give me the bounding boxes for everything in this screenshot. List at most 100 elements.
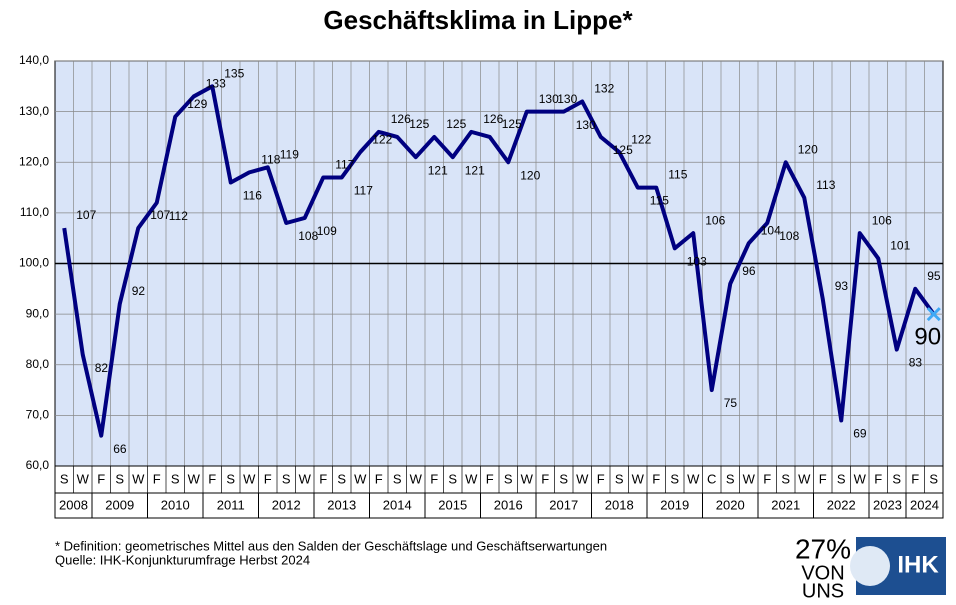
x-tick-label: S	[226, 471, 235, 486]
x-group-label: 2013	[327, 497, 356, 512]
x-tick-label: S	[282, 471, 291, 486]
value-label: 104	[761, 223, 781, 237]
x-tick-label: F	[541, 471, 549, 486]
x-tick-label: F	[652, 471, 660, 486]
value-label: 108	[779, 229, 799, 243]
logo-text: UNS	[802, 580, 844, 602]
x-tick-label: W	[854, 471, 867, 486]
footnote: * Definition: geometrisches Mittel aus d…	[55, 538, 607, 553]
x-tick-label: S	[837, 471, 846, 486]
value-label: 75	[724, 396, 738, 410]
chart-title: Geschäftsklima in Lippe*	[323, 5, 633, 35]
x-group-label: 2019	[660, 497, 689, 512]
x-group-label: 2020	[716, 497, 745, 512]
x-tick-label: F	[375, 471, 383, 486]
value-label: 122	[631, 132, 651, 146]
y-tick-label: 130,0	[19, 104, 49, 118]
y-tick-label: 70,0	[26, 408, 50, 422]
x-tick-label: S	[448, 471, 457, 486]
line	[62, 84, 936, 438]
x-group-label: 2016	[494, 497, 523, 512]
x-tick-label: S	[115, 471, 124, 486]
x-group-label: 2008	[59, 497, 88, 512]
value-label: 129	[187, 97, 207, 111]
value-label: 125	[502, 117, 522, 131]
x-tick-label: S	[726, 471, 735, 486]
value-label: 115	[668, 168, 687, 182]
x-tick-label: W	[465, 471, 478, 486]
value-label: 66	[113, 442, 127, 456]
value-label: 125	[613, 143, 633, 157]
value-label: 119	[280, 147, 299, 161]
x-tick-label: F	[597, 471, 605, 486]
x-tick-label: S	[559, 471, 568, 486]
x-tick-label: W	[132, 471, 145, 486]
x-tick-label: W	[576, 471, 589, 486]
x-tick-label: S	[670, 471, 679, 486]
logo: 27% VON UNS IHK	[795, 533, 946, 602]
x-tick-label: W	[798, 471, 811, 486]
value-label: 112	[169, 209, 188, 223]
y-tick-label: 90,0	[26, 306, 50, 320]
y-tick-label: 60,0	[26, 458, 50, 472]
x-tick-label: S	[504, 471, 513, 486]
x-group-label: 2018	[605, 497, 634, 512]
value-label: 117	[354, 184, 373, 198]
value-label: 83	[909, 356, 923, 370]
x-tick-label: C	[707, 471, 716, 486]
value-label: 125	[409, 117, 429, 131]
logo-text: VON	[801, 562, 844, 584]
logo-emblem	[850, 546, 890, 586]
x-tick-label: F	[208, 471, 216, 486]
x-tick-label: F	[819, 471, 827, 486]
x-tick-label: S	[337, 471, 346, 486]
value-label: 107	[150, 208, 170, 222]
source: Quelle: IHK-Konjunkturumfrage Herbst 202…	[55, 552, 310, 567]
value-label: 82	[95, 361, 109, 375]
x-tick-label: S	[60, 471, 69, 486]
value-label: 90	[914, 323, 941, 350]
x-tick-label: W	[77, 471, 90, 486]
x-tick-label: S	[929, 471, 938, 486]
value-label: 132	[594, 82, 614, 96]
value-label: 93	[835, 279, 849, 293]
x-tick-label: W	[354, 471, 367, 486]
value-label: 92	[132, 284, 146, 298]
value-label: 108	[298, 229, 318, 243]
x-tick-label: W	[687, 471, 700, 486]
x-group-label: 2010	[161, 497, 190, 512]
x-tick-label: W	[243, 471, 256, 486]
value-label: 120	[798, 142, 818, 156]
value-label: 130	[576, 118, 596, 132]
x-tick-label: F	[430, 471, 438, 486]
x-tick-label: F	[153, 471, 161, 486]
x-tick-label: F	[486, 471, 494, 486]
x-tick-label: F	[264, 471, 272, 486]
y-tick-label: 110,0	[20, 205, 49, 219]
x-tick-label: S	[615, 471, 624, 486]
value-label: 109	[317, 224, 337, 238]
value-label: 118	[261, 153, 280, 167]
x-group-label: 2022	[827, 497, 856, 512]
value-label: 96	[742, 264, 756, 278]
x-tick-label: W	[743, 471, 756, 486]
value-label: 106	[872, 213, 892, 227]
value-label: 125	[446, 117, 466, 131]
logo-brand: IHK	[897, 551, 939, 578]
value-label: 130	[557, 92, 577, 106]
x-group-label: 2015	[438, 497, 467, 512]
logo-percent: 27%	[795, 533, 851, 564]
y-tick-label: 140,0	[19, 53, 49, 67]
x-group-label: 2024	[910, 497, 939, 512]
x-tick-label: W	[521, 471, 534, 486]
x-group-label: 2014	[383, 497, 412, 512]
value-label: 135	[224, 66, 244, 80]
value-label: 121	[428, 163, 448, 177]
value-label: 120	[520, 168, 540, 182]
value-label: 126	[483, 112, 503, 126]
value-label: 101	[890, 239, 910, 253]
x-tick-label: F	[874, 471, 882, 486]
value-label: 122	[372, 132, 392, 146]
x-tick-label: F	[319, 471, 327, 486]
